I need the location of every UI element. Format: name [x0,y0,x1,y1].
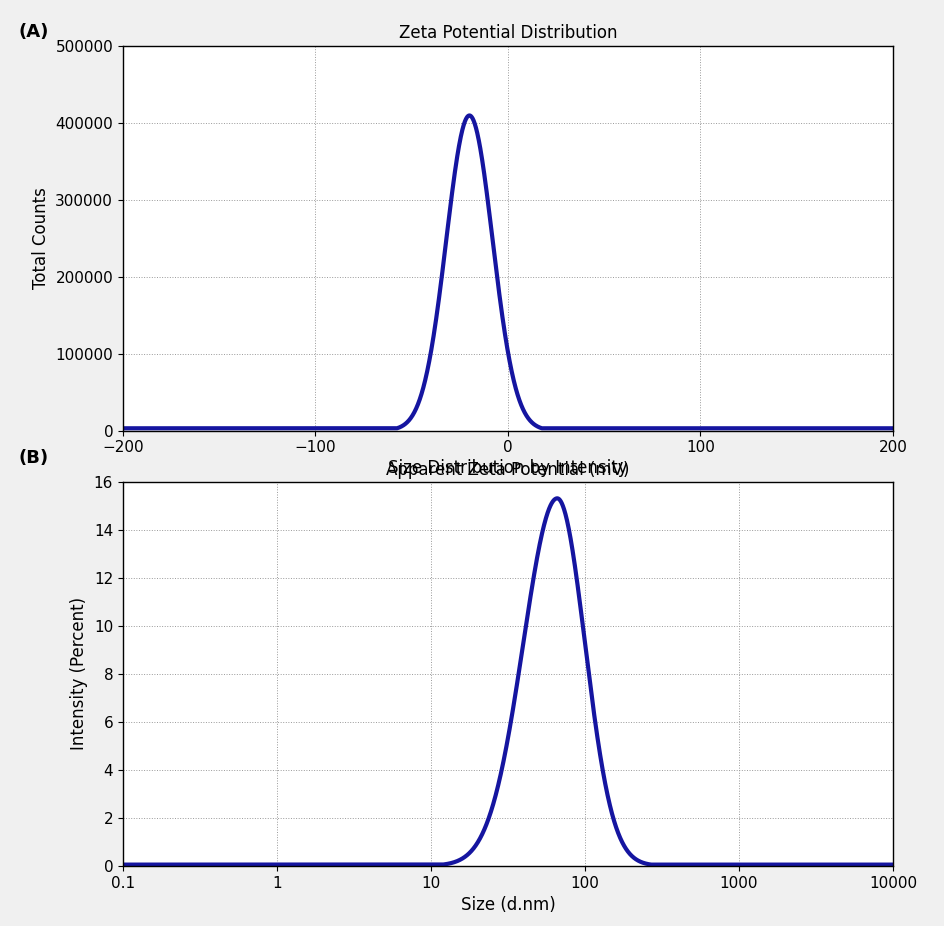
Title: Zeta Potential Distribution: Zeta Potential Distribution [398,24,616,42]
X-axis label: Size (d.nm): Size (d.nm) [460,896,555,914]
Text: (B): (B) [19,449,49,467]
Y-axis label: Intensity (Percent): Intensity (Percent) [70,597,88,750]
X-axis label: Apparent Zeta Potential (mV): Apparent Zeta Potential (mV) [386,461,629,479]
Title: Size Distribution by Intensity: Size Distribution by Intensity [388,459,627,477]
Y-axis label: Total Counts: Total Counts [32,187,50,290]
Text: (A): (A) [19,23,49,41]
